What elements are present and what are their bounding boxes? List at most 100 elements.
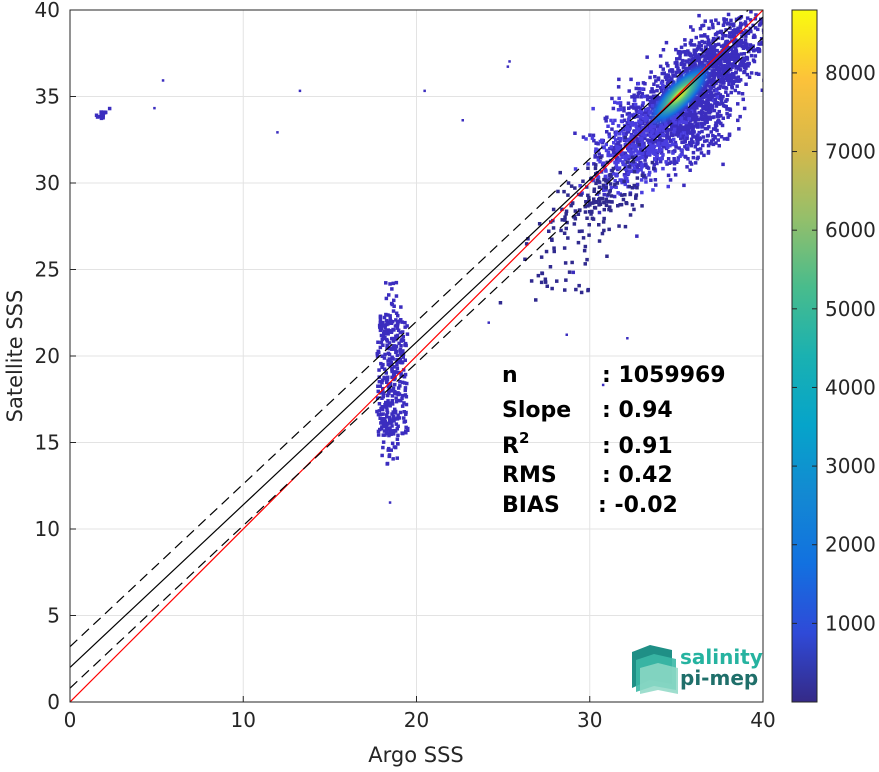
density-cell — [618, 104, 623, 108]
density-cell — [695, 136, 699, 141]
density-cell — [668, 120, 673, 124]
density-cell — [687, 61, 692, 66]
density-cell — [609, 185, 614, 190]
density-cell — [640, 162, 644, 166]
density-cell — [631, 143, 635, 147]
density-cell — [403, 381, 407, 385]
density-cell — [633, 130, 638, 135]
density-cell — [757, 49, 761, 54]
density-cell — [641, 171, 645, 175]
density-cell — [586, 288, 590, 293]
density-cell — [624, 169, 629, 173]
density-cell — [392, 298, 396, 303]
density-cell — [620, 180, 624, 185]
density-cell — [693, 114, 698, 118]
density-cell — [673, 61, 677, 65]
density-cell — [720, 74, 724, 78]
density-cell — [736, 78, 741, 83]
density-cell — [699, 55, 703, 59]
density-cell — [376, 433, 381, 437]
density-cell — [707, 125, 711, 129]
density-cell — [689, 131, 693, 135]
density-cell — [393, 445, 398, 450]
density-cell — [566, 193, 570, 197]
density-cell — [644, 110, 648, 114]
density-cell — [536, 273, 541, 278]
density-cell — [652, 131, 656, 136]
density-cell — [710, 22, 715, 27]
density-cell — [648, 105, 653, 109]
density-cell — [713, 136, 717, 140]
density-cell — [583, 244, 588, 249]
density-cell — [637, 156, 642, 160]
density-cell — [660, 150, 664, 154]
density-cell — [378, 345, 383, 350]
density-cell — [569, 184, 574, 188]
density-cell — [716, 42, 721, 47]
density-cell — [667, 122, 671, 126]
density-cell — [385, 337, 389, 342]
density-cell — [686, 49, 690, 53]
density-cell — [403, 358, 407, 362]
density-cell — [573, 167, 578, 171]
density-cell — [646, 133, 650, 137]
density-cell — [574, 287, 578, 292]
density-cell — [607, 207, 611, 212]
y-tick-label: 10 — [35, 517, 60, 541]
density-cell — [656, 77, 661, 82]
density-cell — [658, 144, 662, 149]
density-cell — [539, 255, 544, 259]
density-cell — [658, 137, 662, 142]
density-cell — [660, 71, 664, 76]
density-cell — [643, 118, 647, 122]
outlier-point — [508, 60, 511, 63]
density-cell — [719, 113, 723, 118]
density-cell — [659, 86, 663, 90]
density-cell — [691, 135, 695, 139]
density-cell — [393, 407, 397, 412]
density-cell — [665, 129, 669, 134]
density-cell — [638, 146, 643, 151]
stat-label-text: n — [502, 363, 518, 388]
density-cell — [393, 370, 398, 374]
density-cell — [721, 116, 725, 120]
density-cell — [700, 39, 704, 44]
density-cell — [625, 176, 629, 180]
density-cell — [691, 126, 695, 131]
density-cell — [727, 82, 731, 86]
density-cell — [691, 56, 696, 61]
stat-label: RMS — [502, 463, 557, 488]
density-cell — [728, 52, 732, 57]
density-cell — [704, 105, 709, 110]
density-cell — [380, 407, 385, 412]
density-cell — [389, 330, 394, 334]
density-cell — [670, 124, 674, 128]
density-cell — [688, 41, 693, 45]
density-cell — [547, 229, 551, 233]
density-cell — [607, 227, 611, 232]
density-cell — [394, 399, 399, 404]
density-cell — [761, 18, 763, 22]
density-cell — [712, 63, 717, 68]
density-cell — [715, 48, 719, 53]
density-cell — [630, 155, 635, 160]
density-cell — [391, 386, 396, 391]
y-axis-label: Satellite SSS — [3, 290, 27, 423]
density-cell — [732, 79, 737, 84]
density-cell — [405, 381, 409, 386]
density-cell — [711, 115, 715, 120]
density-cell — [689, 119, 693, 123]
density-cell — [716, 138, 720, 142]
density-cell — [388, 282, 392, 286]
density-cell — [737, 127, 741, 131]
density-cell — [748, 18, 753, 22]
density-cell — [686, 108, 691, 112]
density-cell — [691, 28, 695, 32]
density-cell — [639, 107, 643, 111]
density-cell — [385, 346, 389, 350]
regression-lower-line — [70, 37, 763, 689]
density-cell — [398, 384, 402, 388]
density-cell — [663, 142, 667, 146]
density-cell — [730, 62, 734, 66]
density-cell — [399, 374, 403, 378]
